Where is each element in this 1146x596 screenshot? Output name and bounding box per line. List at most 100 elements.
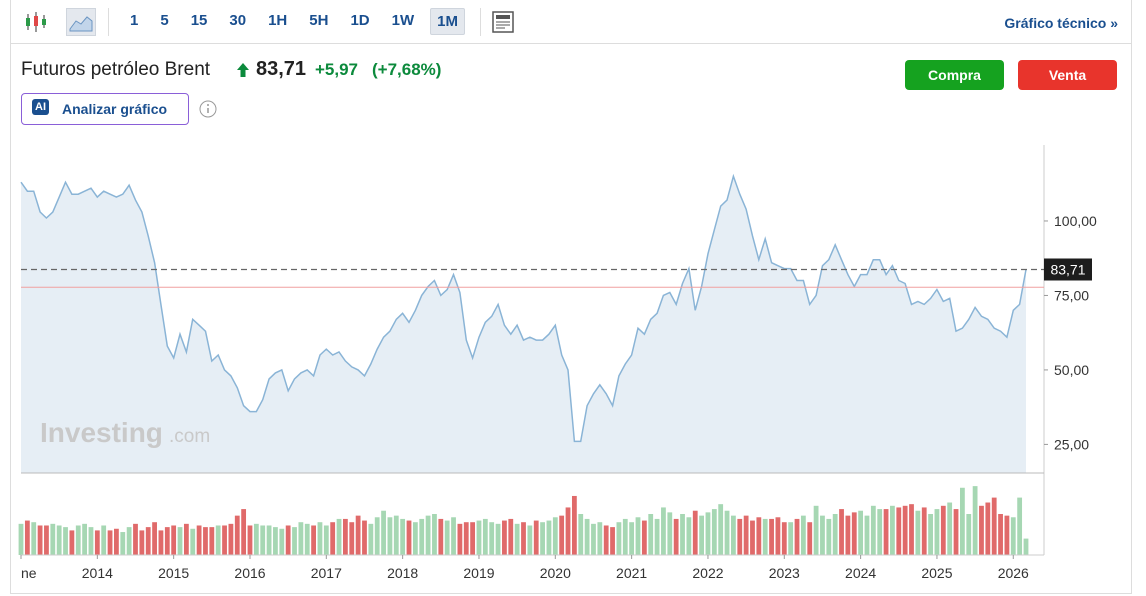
volume-bar (253, 523, 259, 555)
volume-bar (101, 525, 107, 555)
volume-bar (890, 505, 895, 555)
volume-bar (807, 522, 813, 555)
interval-button[interactable]: 1M (430, 8, 465, 35)
volume-bar (342, 518, 348, 555)
volume-bar (940, 505, 946, 555)
volume-bar (457, 523, 463, 555)
interval-button[interactable]: 5H (309, 12, 329, 29)
volume-bar (260, 525, 266, 555)
volume-bar (69, 530, 75, 555)
technical-chart-link[interactable]: Gráfico técnico » (1004, 15, 1118, 31)
volume-bar (610, 527, 615, 555)
volume-bar (813, 505, 819, 555)
volume-bar (661, 507, 666, 555)
volume-bar (718, 504, 724, 555)
volume-bar (63, 527, 68, 555)
volume-bar (177, 527, 183, 555)
area-icon[interactable] (66, 7, 96, 36)
volume-bar (622, 518, 628, 555)
volume-bar (667, 512, 673, 555)
interval-button[interactable]: 5 (160, 12, 169, 29)
x-tick-label: 2014 (82, 565, 113, 581)
volume-bar (222, 525, 227, 555)
volume-bar (546, 520, 552, 555)
volume-bar (126, 527, 132, 555)
volume-bar (317, 522, 323, 555)
volume-bar (851, 512, 857, 555)
y-tick-label: 25,00 (1054, 436, 1089, 452)
volume-bar (1010, 517, 1016, 555)
volume-bar (826, 518, 832, 555)
volume-bar (737, 518, 743, 555)
analyze-button[interactable]: AI Analizar gráfico (21, 93, 189, 125)
current-price-label: 83,71 (1050, 261, 1085, 277)
sell-button[interactable]: Venta (1018, 60, 1117, 90)
volume-bar (1004, 515, 1010, 555)
layout-icon[interactable] (491, 10, 515, 34)
volume-bar (686, 517, 692, 555)
volume-bar (1023, 538, 1029, 555)
volume-bar (349, 522, 355, 555)
interval-button[interactable]: 1 (130, 12, 139, 29)
buy-button[interactable]: Compra (905, 60, 1004, 90)
volume-bar (731, 515, 736, 555)
last-price: 83,71 (256, 58, 307, 80)
volume-bar (400, 518, 406, 555)
volume-bar (362, 520, 367, 555)
watermark-suffix: .com (169, 426, 210, 447)
volume-bar (470, 522, 476, 555)
info-icon[interactable] (199, 100, 217, 118)
volume-bar (387, 517, 393, 555)
candle-icon[interactable] (22, 10, 52, 34)
volume-bar (82, 523, 88, 555)
volume-bar (527, 525, 533, 555)
volume-bar (336, 518, 342, 555)
volume-bar (489, 522, 495, 555)
volume-bar (508, 518, 514, 555)
x-tick-label: 2024 (845, 565, 876, 581)
volume-bar (972, 486, 978, 555)
volume-bar (635, 517, 641, 555)
x-tick-label: 2021 (616, 565, 647, 581)
volume-bar (190, 528, 196, 555)
volume-bar (934, 509, 940, 555)
volume-bar (921, 507, 927, 555)
volume-bar (37, 525, 43, 555)
volume-bar (839, 509, 844, 555)
volume-bar (641, 520, 647, 555)
volume-bar (896, 507, 902, 555)
interval-button[interactable]: 30 (229, 12, 247, 29)
interval-button[interactable]: 1D (350, 12, 370, 29)
volume-bar (953, 509, 959, 555)
volume-bar (979, 505, 984, 555)
volume-bar (311, 525, 316, 555)
interval-button[interactable]: 15 (190, 12, 208, 29)
volume-bar (552, 517, 558, 555)
volume-bar (273, 527, 278, 555)
separator (108, 7, 109, 36)
watermark-brand: Investing (40, 417, 163, 448)
volume-bar (502, 520, 507, 555)
volume-bar (845, 515, 851, 555)
volume-bar (75, 525, 81, 555)
volume-bar (56, 525, 62, 555)
volume-bar (947, 502, 953, 555)
volume-bar (692, 510, 698, 555)
volume-bar (597, 522, 603, 555)
volume-bar (1017, 497, 1023, 555)
volume-bar (864, 515, 870, 555)
volume-bar (323, 525, 329, 555)
volume-bar (139, 530, 145, 555)
volume-bar (412, 522, 418, 555)
volume-bar (769, 518, 774, 555)
volume-bar (209, 527, 215, 555)
price-change-pct: (+7,68%) (372, 60, 442, 79)
x-tick-label: 2025 (921, 565, 952, 581)
interval-button[interactable]: 1H (268, 12, 288, 29)
volume-bar (902, 505, 908, 555)
interval-button[interactable]: 1W (391, 12, 415, 29)
volume-bar (533, 520, 539, 555)
volume-bar (50, 523, 56, 555)
